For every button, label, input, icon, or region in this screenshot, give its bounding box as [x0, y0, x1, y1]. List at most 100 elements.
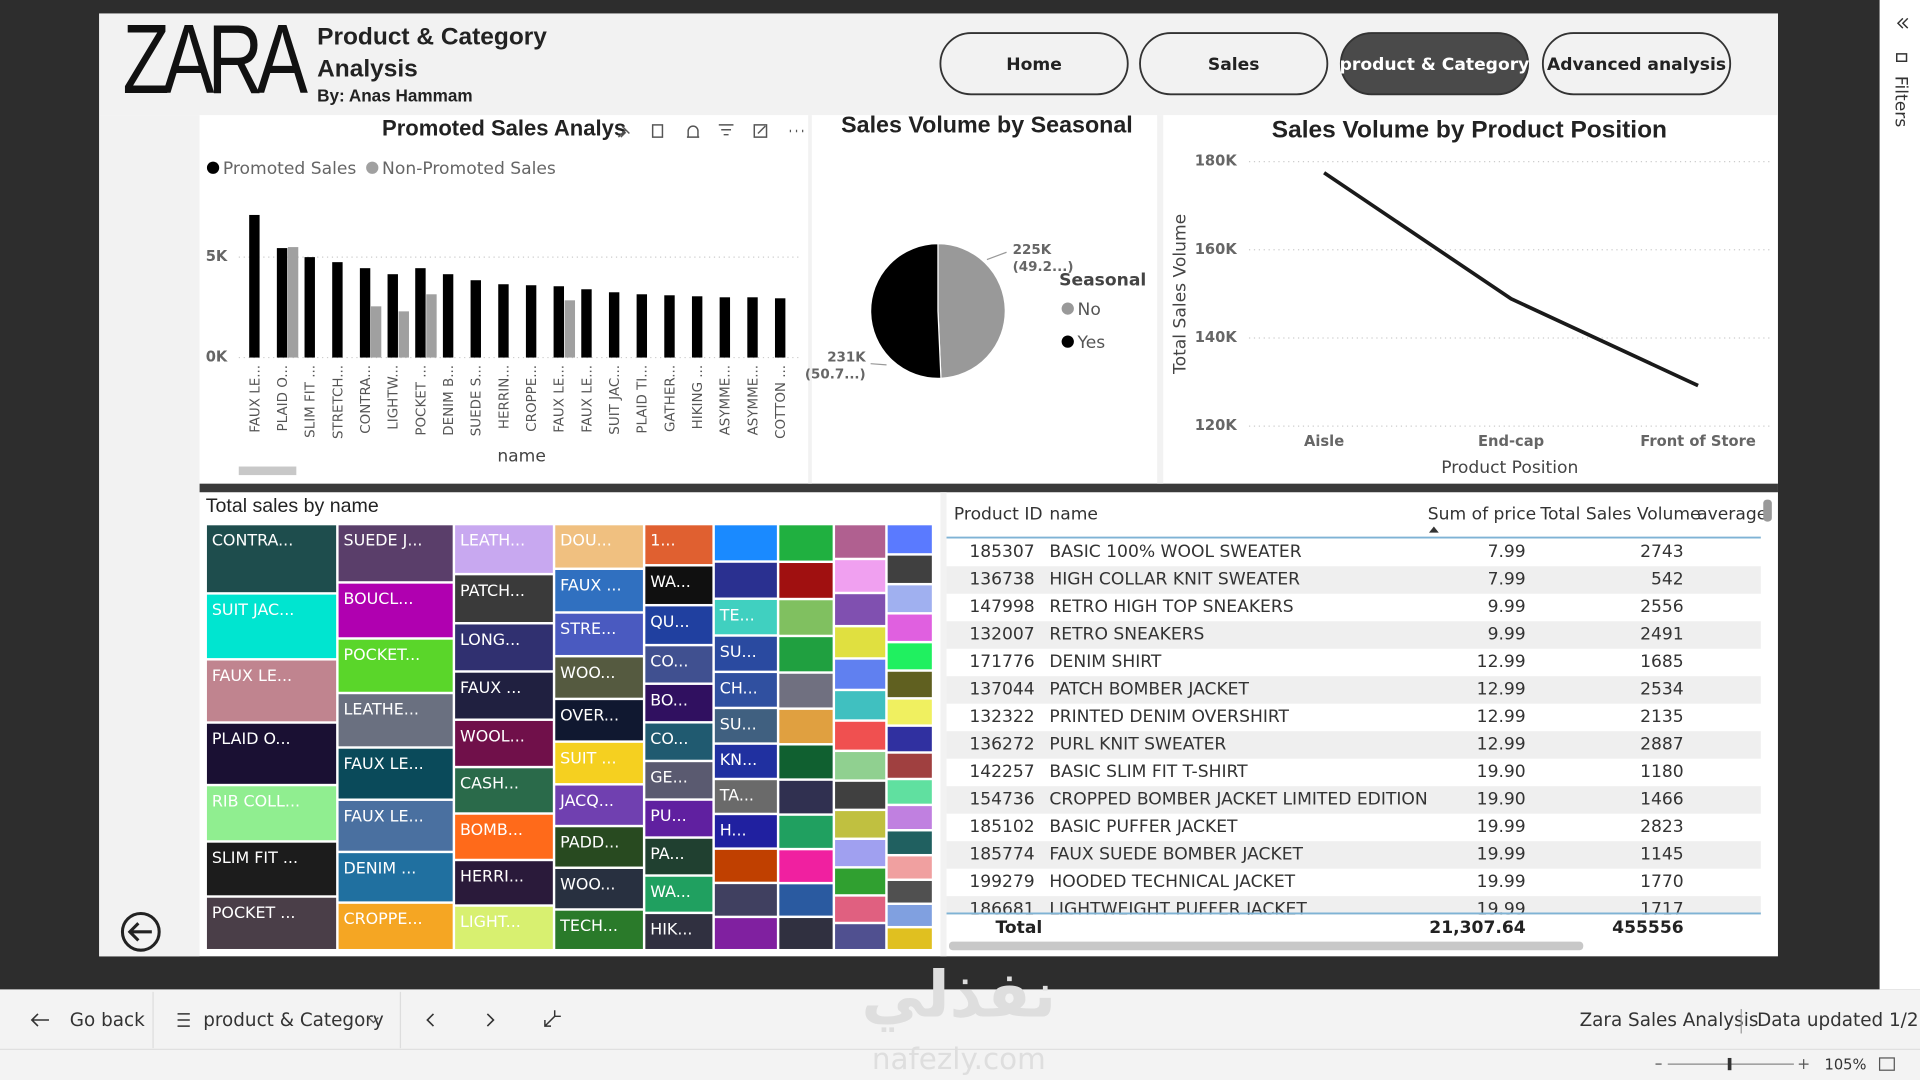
visual-icons	[617, 124, 804, 138]
treemap-tile	[455, 575, 553, 623]
nav-button[interactable]	[939, 32, 1129, 96]
treemap-tile	[887, 856, 932, 879]
treemap-tile	[714, 849, 777, 882]
tile-label: SU...	[720, 715, 757, 734]
treemap-tile	[645, 723, 713, 760]
treemap-tile	[714, 744, 777, 778]
line-series	[1323, 171, 1699, 388]
left-margin	[99, 115, 200, 957]
table-cell: PURL KNIT SWEATER	[1049, 735, 1226, 755]
nav-label[interactable]: product & Category	[1340, 55, 1530, 75]
back-icon[interactable]	[30, 1013, 49, 1027]
copy-icon	[651, 124, 664, 138]
bar	[287, 247, 299, 358]
tile-label: PU...	[650, 806, 686, 825]
x-tick-label: ASYMME...	[746, 365, 761, 436]
bar	[664, 295, 675, 358]
nav-label[interactable]: Home	[1006, 55, 1062, 75]
x-tick-label: SUEDE S...	[470, 365, 485, 436]
column-header[interactable]: name	[1049, 504, 1098, 524]
nav-button[interactable]	[1541, 32, 1732, 96]
treemap-tile	[835, 896, 886, 922]
treemap-tile	[779, 745, 833, 779]
tile-label: STRE...	[560, 619, 616, 638]
total-cell: Total	[996, 918, 1043, 938]
tile-label: BOUCL...	[343, 589, 413, 608]
treemap-tile	[779, 525, 833, 561]
zoom-thumb[interactable]	[1727, 1057, 1732, 1071]
y-tick-label: 120K	[1195, 417, 1238, 434]
collapse-icon[interactable]	[1896, 17, 1909, 29]
table-body: 185307 BASIC 100% WOOL SWEATER 7.99 2743 136…	[946, 542, 1761, 920]
tile-label: POCKET...	[343, 645, 420, 664]
treemap-tile	[835, 659, 886, 689]
treemap-tile	[555, 700, 643, 741]
table-cell: 2887	[1640, 735, 1684, 755]
row-band	[946, 841, 1761, 869]
data-updated: Data updated 1/2...	[1757, 1010, 1920, 1031]
treemap-tile	[779, 600, 833, 635]
table-cell: 9.99	[1488, 597, 1526, 617]
tile-label: CASH...	[460, 774, 519, 793]
treemap-tile	[206, 786, 337, 841]
tile-label: WA...	[650, 572, 691, 591]
nav-button[interactable]	[1339, 32, 1530, 96]
treemap-tile	[714, 780, 777, 813]
data-label: (50.7...)	[805, 368, 866, 383]
bar	[426, 294, 437, 358]
table-cell: 2135	[1640, 707, 1684, 727]
x-tick-label: ASYMME...	[719, 365, 734, 436]
filter-pane[interactable]	[1879, 0, 1920, 990]
total-row-bg	[946, 914, 1761, 941]
treemap-tile	[779, 780, 833, 814]
author: By: Anas Hammam	[317, 85, 472, 105]
nav-label[interactable]: Advanced analysis	[1547, 55, 1726, 75]
nav-button[interactable]	[1139, 32, 1329, 96]
fit-page[interactable]	[1878, 1057, 1895, 1071]
nav-label[interactable]: Sales	[1208, 55, 1260, 75]
zoom-in[interactable]	[1798, 1059, 1809, 1069]
back-button[interactable]	[120, 911, 161, 952]
bar	[553, 286, 564, 358]
page-selector[interactable]: product & Category	[203, 1010, 384, 1031]
treemap-tile	[338, 583, 453, 638]
tile-label: LONG...	[460, 630, 520, 649]
tile-label: WA...	[650, 882, 691, 901]
table-cell: 2743	[1640, 542, 1684, 562]
next-page[interactable]	[486, 1013, 495, 1027]
tile-label: FAUX LE...	[343, 754, 423, 773]
go-back[interactable]: Go back	[70, 1010, 145, 1031]
bar	[370, 306, 382, 358]
table-cell: 542	[1651, 570, 1684, 590]
zoom-level: 105%	[1824, 1056, 1866, 1073]
bar	[332, 262, 343, 358]
treemap: CONTRA... SUIT JAC... FAUX LE... PLAID O...…	[206, 525, 932, 949]
treemap-tile	[835, 594, 886, 625]
treemap-tile	[714, 599, 777, 635]
fullscreen-icon[interactable]	[544, 1010, 561, 1027]
column-header[interactable]: Product ID	[954, 504, 1043, 524]
pie-slice	[937, 243, 1006, 379]
treemap-tile	[455, 814, 553, 859]
x-tick-label: PLAID O...	[276, 365, 291, 432]
tile-label: HERRI...	[460, 867, 524, 886]
table-cell: 1770	[1640, 872, 1684, 892]
tile-label: JACQ...	[559, 791, 614, 810]
treemap-tile	[779, 673, 833, 708]
x-tick-label: POCKET ...	[414, 365, 429, 436]
chart-title: Sales Volume by Product Position	[1272, 116, 1667, 143]
table-cell: 1717	[1640, 900, 1684, 920]
table-cell: BASIC PUFFER JACKET	[1049, 817, 1238, 837]
table-cell: 137044	[969, 680, 1034, 700]
treemap-tile	[887, 699, 932, 725]
tile-label: TECH...	[559, 916, 618, 935]
prev-page[interactable]	[426, 1013, 435, 1027]
column-header[interactable]: Total Sales Volume	[1539, 504, 1700, 524]
table-cell: 19.99	[1477, 900, 1526, 920]
y-tick-label: 0K	[206, 349, 228, 366]
column-header[interactable]: average	[1697, 504, 1767, 524]
treemap-tile	[779, 637, 833, 672]
column-header[interactable]: Sum of price	[1428, 504, 1536, 524]
